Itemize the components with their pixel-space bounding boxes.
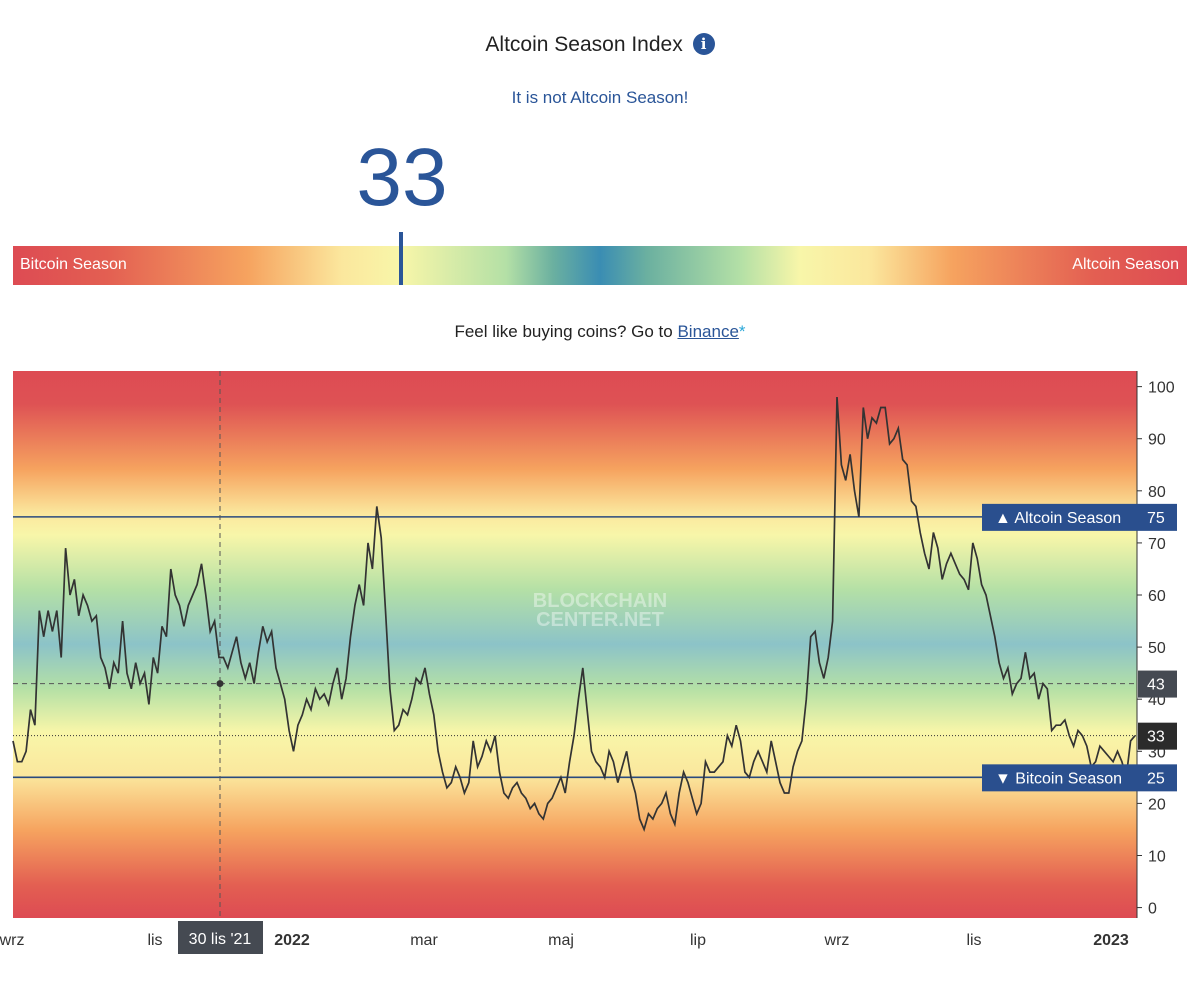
gauge-label-altcoin-season: Altcoin Season: [1072, 256, 1179, 273]
promo-label: Feel like buying coins? Go to: [454, 322, 678, 341]
x-tick-label: wrz: [0, 932, 24, 949]
crosshair-date-label: 30 lis '21: [189, 931, 252, 948]
y-tick-label: 60: [1148, 588, 1166, 605]
y-tick-label: 50: [1148, 640, 1166, 657]
y-tick-label: 10: [1148, 848, 1166, 865]
gauge-marker: [399, 232, 403, 285]
y-tick-label: 70: [1148, 536, 1166, 553]
season-status: It is not Altcoin Season!: [511, 88, 689, 107]
current-value-badge: [1138, 722, 1177, 750]
threshold-labels: ▲ Altcoin Season 75 ▼ Bitcoin Season 25: [982, 503, 1177, 792]
y-tick-label: 100: [1148, 380, 1175, 397]
info-icon[interactable]: i: [692, 33, 715, 55]
x-tick-label: maj: [548, 932, 574, 949]
chart-plot-background: [13, 371, 1137, 918]
page-title-text: Altcoin Season Index: [485, 33, 683, 56]
series-line: [12, 396, 1136, 832]
binance-link[interactable]: Binance: [677, 322, 739, 341]
reference-lines: [13, 371, 1137, 918]
x-axis: wrz lis 2022 mar maj lip wrz lis 2023 30 lis '21: [0, 921, 1129, 954]
index-value: 33: [356, 132, 448, 223]
crosshair-date-badge: [178, 921, 263, 954]
gauge-label-bitcoin-season: Bitcoin Season: [20, 256, 127, 273]
current-value-label: 33: [1147, 729, 1165, 746]
threshold-lines: [13, 516, 1137, 779]
y-tick-label: 80: [1148, 484, 1166, 501]
x-tick-label: 2022: [274, 932, 310, 949]
y-tick-label: 20: [1148, 796, 1166, 813]
y-tick-label: 0: [1148, 901, 1157, 918]
x-tick-label: lis: [966, 932, 981, 949]
x-tick-label: 2023: [1093, 932, 1129, 949]
value-badges: 43 33: [1138, 670, 1177, 750]
crosshair-point: [216, 680, 224, 688]
season-gauge-bar: [13, 246, 1187, 285]
threshold-value-label: 25: [1147, 770, 1165, 787]
x-tick-label: lip: [690, 932, 706, 949]
crosshair-value-label: 43: [1147, 677, 1165, 694]
threshold-label-box: [982, 764, 1177, 792]
watermark-text: BLOCKCHAIN: [533, 590, 667, 612]
crosshair-value-badge: [1138, 670, 1177, 698]
x-tick-label: mar: [410, 932, 438, 949]
page-title: Altcoin Season Index i: [0, 33, 1200, 57]
x-tick-label: wrz: [824, 932, 850, 949]
y-tick-label: 90: [1148, 432, 1166, 449]
threshold-label: ▼ Bitcoin Season: [995, 770, 1122, 787]
promo-asterisk: *: [738, 322, 746, 341]
promo-text: Feel like buying coins? Go to Binance*: [0, 322, 1200, 342]
watermark-text: CENTER.NET: [536, 609, 664, 631]
threshold-value-label: 75: [1147, 510, 1165, 527]
threshold-label: ▲ Altcoin Season: [995, 510, 1121, 527]
threshold-label-box: [982, 503, 1177, 531]
x-tick-label: lis: [147, 932, 162, 949]
